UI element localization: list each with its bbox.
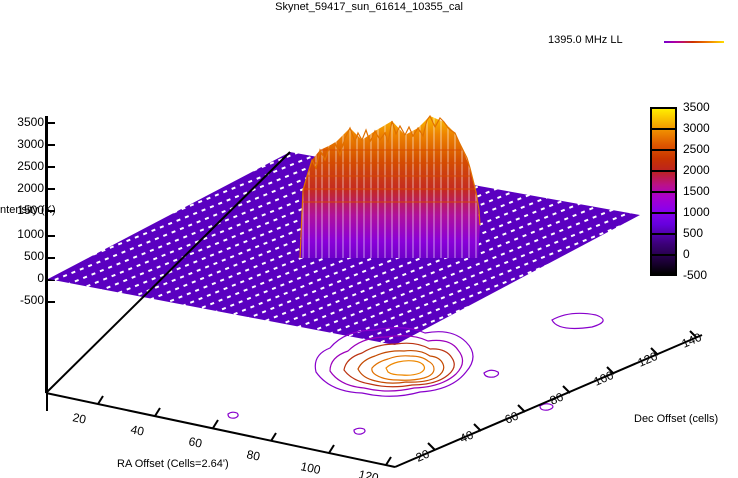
colorbar-label: 1500: [683, 184, 710, 198]
z-axis-label: -500: [19, 293, 44, 307]
y-axis-tick-labels: 20 40 60 80 100 120 140: [414, 330, 704, 465]
y-axis-title: Dec Offset (cells): [634, 413, 718, 425]
colorbar-label: 0: [683, 247, 690, 261]
x-tick-label: 60: [187, 434, 203, 451]
z-axis-tick: [48, 257, 55, 259]
z-axis-tick: [48, 166, 55, 168]
colorbar-tick: [650, 170, 677, 172]
surface-peak: [300, 116, 480, 258]
x-tick-label: 120: [357, 467, 380, 478]
colorbar-label: 3000: [683, 121, 710, 135]
colorbar-tick: [650, 254, 677, 256]
y-axis-ticks: [427, 330, 698, 451]
colorbar-label: 3500: [683, 100, 710, 114]
z-axis-tick: [48, 301, 55, 303]
colorbar-label: 2500: [683, 142, 710, 156]
colorbar-tick: [650, 149, 677, 151]
z-axis-tick: [48, 235, 55, 237]
z-axis-tick: [48, 122, 55, 124]
y-tick-label: 80: [548, 390, 566, 408]
colorbar-label: 500: [683, 226, 704, 240]
x-axis-tick-labels: 20 40 60 80 100 120 140: [71, 410, 380, 478]
legend-label: 1395.0 MHz LL: [548, 34, 623, 46]
y-tick-label: 40: [458, 428, 476, 446]
colorbar-tick: [650, 233, 677, 235]
z-axis-title: Intensity (K): [0, 204, 56, 216]
colorbar-tick: [650, 212, 677, 214]
z-axis-tick: [48, 210, 55, 212]
x-tick-label: 100: [299, 459, 322, 477]
z-axis-label: 3500: [17, 115, 44, 129]
legend-color-line: [664, 41, 724, 43]
z-axis-tick: [48, 188, 55, 190]
z-axis-label: 500: [23, 249, 44, 263]
z-axis-label: 1000: [17, 227, 44, 241]
x-axis-ticks: [97, 395, 392, 466]
z-axis-label: 2000: [17, 181, 44, 195]
z-axis-tick: [48, 144, 55, 146]
y-tick-label: 20: [414, 447, 432, 465]
colorbar-tick: [650, 191, 677, 193]
colorbar-tick: [650, 128, 677, 130]
x-tick-label: 80: [245, 447, 261, 464]
x-tick-label: 40: [129, 422, 145, 439]
z-axis-label: 0: [37, 271, 44, 285]
colorbar-label: -500: [683, 268, 708, 282]
colorbar-label: 1000: [683, 205, 710, 219]
axis-frame: [45, 116, 703, 468]
z-axis-label: 1500: [17, 203, 44, 217]
surface-peak-ridge: [299, 114, 481, 259]
floor-contours: [227, 312, 604, 435]
x-tick-label: 20: [71, 410, 87, 427]
colorbar-label: 2000: [683, 163, 710, 177]
z-axis-label: 3000: [17, 137, 44, 151]
z-axis-label: 2500: [17, 159, 44, 173]
x-axis-title: RA Offset (Cells=2.64'): [117, 458, 229, 470]
y-tick-label: 140: [680, 330, 704, 351]
y-tick-label: 60: [503, 409, 521, 427]
page-title: Skynet_59417_sun_61614_10355_cal: [275, 1, 463, 13]
z-axis-tick: [48, 279, 55, 281]
